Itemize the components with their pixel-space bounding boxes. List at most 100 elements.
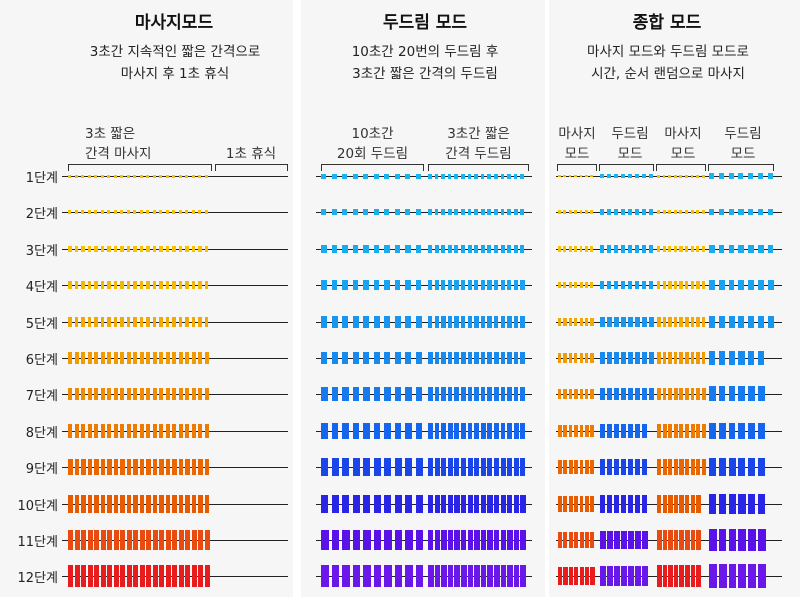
massage-pulse: [94, 281, 98, 289]
tapping-pulse: [513, 316, 519, 328]
combined-tapping-pulse: [738, 316, 745, 328]
massage-pulse: [152, 281, 157, 289]
massage-pulse: [139, 387, 144, 401]
combined-massage-pulse: [668, 458, 673, 476]
tapping-pulse: [331, 564, 340, 588]
combined-massage-pulse: [679, 245, 683, 253]
massage-pulse: [126, 317, 131, 327]
massage-pulse: [87, 352, 92, 364]
tapping-pulse: [331, 351, 338, 365]
massage-pulse: [87, 495, 93, 513]
massage-pulse: [113, 387, 118, 401]
tapping-pulse: [480, 280, 485, 290]
massage-pulse: [178, 423, 183, 439]
tapping-pulse: [434, 173, 439, 179]
baseline: [316, 285, 532, 286]
combined-tapping-pulse: [628, 495, 634, 513]
combined-tapping-pulse: [628, 173, 632, 179]
massage-pulse: [139, 209, 143, 215]
combined-massage-pulse: [568, 460, 573, 474]
combined-tapping-pulse: [642, 209, 646, 215]
massage-pulse: [113, 458, 119, 476]
combined-massage-pulse: [568, 174, 572, 178]
massage-pulse: [178, 209, 182, 215]
tapping-pulse: [441, 208, 445, 216]
combined-massage-pulse: [590, 531, 595, 549]
combined-tapping-pulse: [621, 566, 627, 586]
combined-tapping-pulse: [642, 245, 647, 253]
combined-massage-pulse: [685, 174, 688, 178]
massage-pulse: [172, 530, 177, 550]
level-label: 8단계: [25, 426, 58, 441]
combined-massage-pulse: [673, 423, 678, 439]
tapping-pulse: [384, 280, 390, 290]
massage-pulse: [159, 565, 165, 587]
combined-tapping-pulse: [614, 387, 619, 401]
combined-tapping-pulse: [709, 386, 716, 402]
massage-pulse: [81, 495, 86, 513]
massage-pulse: [152, 317, 157, 327]
massage-pulse: [152, 174, 156, 178]
tapping-pulse: [513, 564, 520, 588]
combined-massage-pulse: [590, 567, 595, 585]
massage-pulse: [100, 423, 105, 439]
tapping-pulse: [342, 316, 348, 328]
massage-pulse: [74, 530, 80, 550]
sub-label-line: 두드림: [724, 126, 762, 142]
tapping-pulse: [342, 351, 349, 365]
massage-pulse: [204, 495, 210, 513]
combined-tapping-pulse: [600, 245, 605, 253]
massage-pulse: [198, 317, 202, 327]
combined-massage-pulse: [657, 423, 661, 439]
tapping-pulse: [494, 316, 499, 328]
tapping-pulse: [373, 351, 380, 365]
combined-tapping-pulse: [635, 280, 640, 290]
massage-pulse: [68, 458, 73, 476]
tapping-pulse: [441, 280, 446, 290]
combined-massage-pulse: [690, 245, 694, 253]
tapping-pulse: [500, 564, 507, 588]
massage-pulse: [204, 565, 210, 587]
tapping-pulse: [384, 244, 390, 254]
tapping-pulse: [363, 494, 371, 514]
tapping-pulse: [321, 458, 328, 476]
tapping-pulse: [405, 494, 413, 514]
level-label: 6단계: [25, 353, 58, 368]
tapping-pulse: [384, 173, 389, 179]
massage-pulse: [204, 352, 209, 364]
tapping-pulse: [321, 280, 327, 290]
combined-massage-pulse: [679, 352, 684, 364]
sub-label-line: 모드: [670, 146, 696, 162]
combined-massage-pulse: [673, 281, 678, 289]
massage-pulse: [74, 565, 80, 587]
combined-tapping-pulse: [635, 209, 639, 215]
combined-massage-pulse: [563, 317, 567, 327]
tapping-pulse: [467, 351, 473, 365]
massage-pulse: [87, 530, 93, 550]
tapping-pulse: [384, 208, 390, 216]
combined-massage-pulse: [558, 424, 562, 438]
tapping-pulse: [342, 280, 348, 290]
combined-mode-title: 종합 모드: [632, 13, 702, 33]
tapping-pulse: [454, 316, 459, 328]
combined-tapping-pulse: [758, 494, 766, 514]
tapping-pulse: [373, 244, 379, 254]
combined-tapping-pulse: [607, 566, 613, 586]
combined-massage-pulse: [568, 424, 573, 438]
combined-massage-pulse: [657, 174, 660, 178]
baseline: [316, 504, 532, 505]
massage-mode-description: 3초간 지속적인 짧은 간격으로 마사지 후 1초 휴식: [50, 41, 300, 85]
massage-pulse: [133, 317, 137, 327]
combined-massage-pulse: [696, 174, 700, 178]
combined-tapping-pulse: [709, 173, 714, 179]
combined-tapping-pulse: [718, 564, 727, 588]
combined-massage-pulse: [662, 423, 667, 439]
combined-tapping-pulse: [628, 352, 633, 364]
combined-tapping-pulse: [758, 316, 764, 328]
tapping-pulse: [480, 173, 485, 179]
combined-tapping-pulse: [709, 457, 716, 477]
massage-pulse: [107, 530, 112, 550]
massage-pulse: [165, 281, 170, 289]
combined-massage-pulse: [585, 174, 588, 178]
tapping-pulse: [500, 386, 506, 402]
